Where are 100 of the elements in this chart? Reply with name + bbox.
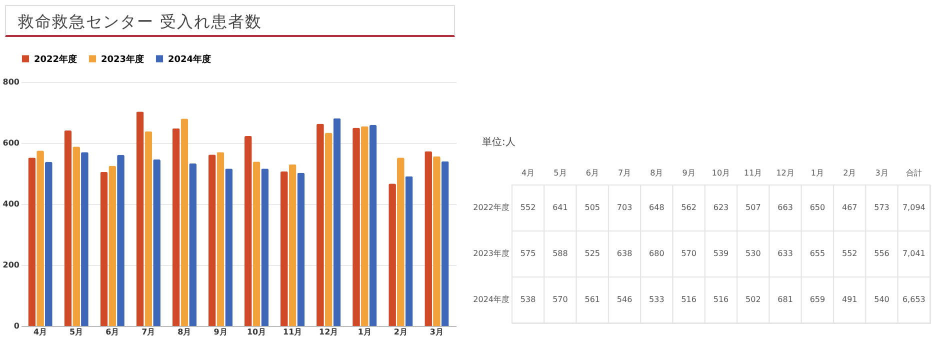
- x-tick-label: 3月: [430, 328, 444, 336]
- x-tick-label: 9月: [214, 328, 228, 336]
- x-tick-label: 10月: [246, 328, 266, 336]
- x-tick-label: 12月: [319, 328, 338, 336]
- bar: [280, 171, 288, 326]
- x-tick-label: 6月: [106, 328, 120, 336]
- x-tick-label: 4月: [33, 328, 48, 336]
- data-label: 570: [552, 295, 568, 304]
- x-tick-label: 6月: [586, 168, 599, 178]
- x-tick-label: 2月: [843, 168, 856, 178]
- x-tick-label: 7月: [142, 328, 156, 336]
- data-label: 663: [778, 203, 793, 212]
- data-label: 7,094: [902, 203, 926, 212]
- bar: [172, 128, 180, 326]
- text: 単位:人: [482, 136, 516, 148]
- bar: [396, 158, 404, 326]
- bar: [360, 126, 368, 326]
- data-label: 552: [842, 249, 858, 258]
- bar: [441, 161, 449, 326]
- bar: [216, 152, 224, 326]
- x-tick-label: 7月: [618, 168, 632, 178]
- bar: [333, 118, 341, 326]
- data-label: 491: [842, 295, 858, 304]
- data-label: 648: [649, 203, 664, 212]
- x-tick-label: 10月: [712, 168, 730, 178]
- bar: [288, 164, 296, 326]
- data-label: 7,041: [902, 249, 926, 258]
- data-label: 655: [810, 249, 826, 258]
- x-tick-label: 5月: [554, 168, 567, 178]
- data-label: 533: [649, 295, 664, 304]
- x-tick-label: 3月: [875, 168, 888, 178]
- x-tick-label: 12月: [776, 168, 794, 178]
- y-tick-label: 200: [2, 260, 20, 270]
- data-label: 516: [713, 295, 729, 304]
- data-label: 623: [713, 203, 729, 212]
- bar: [189, 163, 197, 326]
- data-label: 546: [616, 295, 632, 304]
- x-tick-label: 合計: [906, 168, 922, 178]
- bar: [28, 158, 36, 326]
- y-tick-label: 400: [2, 200, 20, 208]
- data-label: 638: [616, 249, 632, 258]
- data-label: 507: [746, 203, 761, 212]
- data-label: 588: [552, 249, 568, 258]
- x-tick-label: 4月: [522, 168, 535, 178]
- legend-label: 2023年度: [101, 54, 144, 65]
- data-label: 562: [681, 203, 696, 212]
- data-label: 703: [616, 203, 632, 212]
- data-label: 573: [874, 203, 890, 212]
- x-tick-label: 8月: [178, 328, 192, 336]
- y-tick-label: 800: [2, 78, 20, 86]
- data-label: 516: [681, 295, 696, 304]
- y-tick-label: 2022年度: [473, 203, 510, 212]
- x-tick-label: 5月: [70, 328, 84, 336]
- x-tick-label: 11月: [744, 168, 762, 178]
- x-tick-label: 1月: [358, 328, 372, 336]
- bar: [424, 151, 432, 326]
- data-label: 540: [874, 295, 890, 304]
- data-label: 538: [520, 295, 536, 304]
- bar: [44, 162, 52, 326]
- bar: [369, 125, 377, 326]
- data-label: 650: [810, 203, 826, 212]
- bar: [144, 131, 152, 326]
- y-tick-label: 2023年度: [473, 249, 510, 258]
- bar: [225, 168, 233, 326]
- bar: [297, 172, 305, 326]
- data-label: 575: [520, 249, 536, 258]
- data-label: 530: [746, 249, 761, 258]
- data-label: 525: [584, 249, 600, 258]
- bar: [208, 154, 216, 326]
- data-label: 552: [520, 203, 536, 212]
- x-tick-label: 11月: [282, 328, 302, 336]
- bar: [244, 136, 252, 326]
- x-tick-label: 9月: [682, 168, 696, 178]
- legend-label: 2022年度: [34, 54, 78, 65]
- bar: [100, 172, 108, 326]
- bar: [405, 176, 413, 326]
- chart-title: 救命救急センター 受入れ患者数: [5, 5, 455, 37]
- bar: [108, 166, 116, 326]
- bar: [252, 162, 260, 326]
- x-tick-label: 8月: [650, 168, 664, 178]
- data-label: 502: [746, 295, 761, 304]
- data-label: 467: [842, 203, 858, 212]
- bar: [72, 146, 80, 326]
- data-label: 556: [874, 249, 890, 258]
- data-label: 570: [681, 249, 696, 258]
- legend-label: 2024年度: [168, 54, 212, 65]
- y-tick-label: 2024年度: [473, 295, 510, 304]
- x-tick-label: 1月: [810, 168, 824, 178]
- data-label: 659: [810, 295, 826, 304]
- bar: [64, 130, 72, 326]
- data-label: 680: [649, 249, 664, 258]
- bar: [324, 132, 332, 326]
- data-label: 641: [552, 203, 568, 212]
- data-label: 633: [778, 249, 793, 258]
- data-label: 6,653: [902, 295, 926, 304]
- y-tick-label: 600: [2, 138, 20, 148]
- y-tick-label: 0: [14, 322, 20, 330]
- data-label: 681: [778, 295, 793, 304]
- data-label: 561: [584, 295, 600, 304]
- bar: [136, 112, 144, 326]
